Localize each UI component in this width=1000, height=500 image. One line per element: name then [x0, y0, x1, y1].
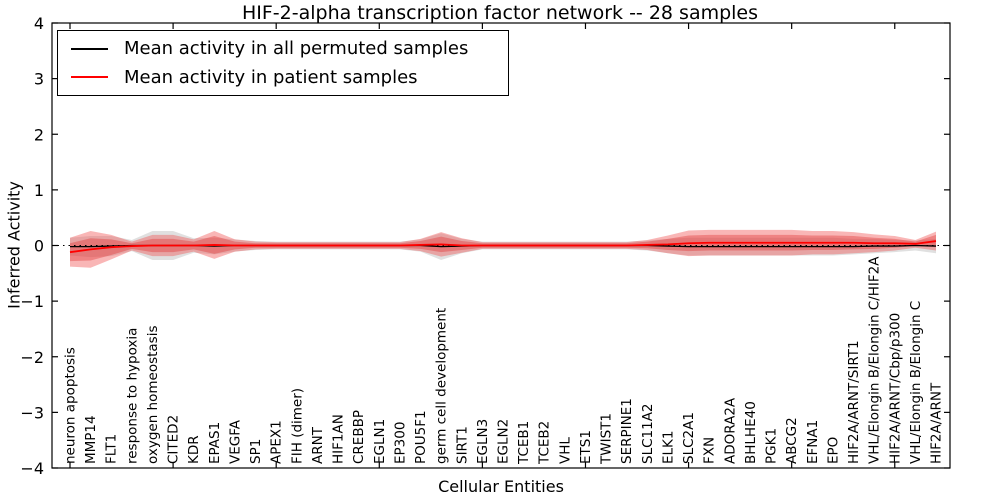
x-tick-label: SERPINE1: [619, 398, 635, 464]
x-tick-label: FLT1: [104, 434, 120, 464]
legend-line-permuted-icon: [71, 47, 108, 50]
x-tick-label: FXN: [702, 437, 718, 464]
x-tick-label: SLC2A1: [681, 412, 697, 464]
x-tick-label: TWIST1: [599, 413, 615, 465]
x-tick-label: PGK1: [764, 428, 780, 464]
x-tick-label: EGLN1: [372, 419, 388, 464]
x-tick-label: EFNA1: [805, 420, 821, 464]
x-tick-label: CREBBP: [351, 410, 367, 464]
x-tick-label: response to hypoxia: [124, 328, 140, 464]
x-tick-label: HIF1AN: [331, 414, 347, 464]
x-tick-label: APEX1: [269, 420, 285, 464]
y-tick-label: −2: [20, 348, 44, 367]
x-tick-label: germ cell development: [434, 308, 450, 464]
x-tick-label: TCEB1: [516, 421, 532, 465]
x-tick-label: EPAS1: [207, 422, 223, 464]
x-tick-label: TCEB2: [537, 421, 553, 465]
legend-item-patient: Mean activity in patient samples: [71, 67, 508, 88]
legend-line-patient-icon: [71, 76, 108, 79]
x-tick-label: EPO: [825, 437, 841, 464]
x-tick-label: EP300: [392, 422, 408, 464]
x-tick-label: neuron apoptosis: [63, 347, 79, 464]
x-axis-label: Cellular Entities: [438, 477, 564, 496]
x-tick-label: KDR: [186, 435, 202, 464]
y-tick-label: 1: [34, 181, 44, 200]
x-tick-label: SP1: [248, 439, 264, 464]
x-tick-label: HIF2A/ARNT: [929, 382, 945, 464]
x-tick-label: SLC11A2: [640, 403, 656, 464]
x-tick-label: EGLN3: [475, 419, 491, 464]
x-tick-label: HIF2A/ARNT/SIRT1: [846, 340, 862, 464]
legend-label-permuted: Mean activity in all permuted samples: [124, 38, 469, 60]
chart-title: HIF-2-alpha transcription factor network…: [241, 2, 759, 24]
x-tick-label: CITED2: [166, 415, 182, 464]
x-tick-label: ABCG2: [784, 417, 800, 464]
legend: Mean activity in all permuted samples Me…: [57, 30, 509, 96]
y-tick-label: 3: [34, 70, 44, 89]
patient-samples-std-band-outer: [70, 229, 936, 268]
y-tick-label: −4: [20, 459, 44, 478]
series-line-patient: [69, 240, 937, 254]
x-tick-label: MMP14: [83, 415, 99, 464]
x-tick-label: VEGFA: [227, 419, 243, 464]
x-tick-label: VHL/Elongin B/Elongin C/HIF2A: [867, 256, 883, 464]
x-tick-label: ELK1: [660, 431, 676, 465]
y-tick-label: 4: [34, 14, 44, 33]
y-tick-label: −1: [20, 292, 44, 311]
legend-item-permuted: Mean activity in all permuted samples: [71, 38, 508, 59]
x-tick-label: VHL: [557, 437, 573, 464]
x-tick-label: ARNT: [310, 426, 326, 464]
x-tick-label: ADORA2A: [722, 397, 738, 464]
y-tick-label: 2: [34, 125, 44, 144]
legend-label-patient: Mean activity in patient samples: [124, 66, 418, 88]
x-tick-label: POU5F1: [413, 410, 429, 464]
x-tick-label: HIF2A/ARNT/Cbp/p300: [887, 313, 903, 464]
x-tick-label: BHLHE40: [743, 401, 759, 464]
x-tick-label: SIRT1: [454, 426, 470, 464]
x-tick-label: EGLN2: [496, 419, 512, 464]
x-tick-label: ETS1: [578, 430, 594, 464]
patient-samples-std-band-inner: [70, 234, 936, 262]
x-tick-label: oxygen homeostasis: [145, 326, 161, 465]
x-tick-label: VHL/Elongin B/Elongin C: [908, 301, 924, 464]
x-tick-label: FIH (dimer): [289, 388, 305, 464]
y-tick-label: −3: [20, 403, 44, 422]
y-tick-label: 0: [34, 237, 44, 256]
